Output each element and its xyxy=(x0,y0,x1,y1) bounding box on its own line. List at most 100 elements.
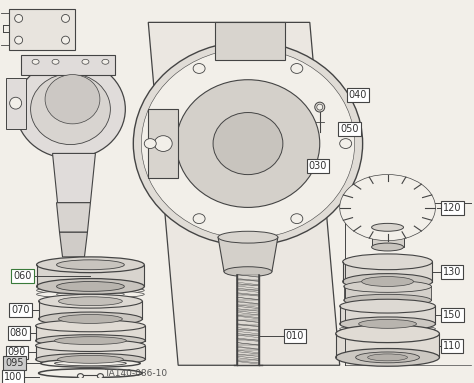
Ellipse shape xyxy=(38,294,142,308)
Ellipse shape xyxy=(98,374,103,378)
Polygon shape xyxy=(21,55,115,75)
Ellipse shape xyxy=(9,97,22,109)
Ellipse shape xyxy=(340,317,436,331)
Text: 080: 080 xyxy=(9,328,28,338)
Text: 060: 060 xyxy=(13,271,32,281)
Ellipse shape xyxy=(193,214,205,224)
Ellipse shape xyxy=(32,59,39,64)
Bar xyxy=(237,275,259,365)
Ellipse shape xyxy=(56,282,124,291)
Bar xyxy=(340,306,436,324)
Ellipse shape xyxy=(368,354,408,361)
Polygon shape xyxy=(6,77,26,129)
Polygon shape xyxy=(53,154,95,203)
Bar xyxy=(36,265,144,286)
Ellipse shape xyxy=(36,340,145,352)
Ellipse shape xyxy=(56,260,124,270)
Polygon shape xyxy=(60,232,87,257)
Ellipse shape xyxy=(340,325,436,333)
Ellipse shape xyxy=(317,104,323,110)
Ellipse shape xyxy=(102,59,109,64)
Polygon shape xyxy=(148,109,178,178)
Text: 010: 010 xyxy=(286,331,304,341)
Ellipse shape xyxy=(56,292,124,297)
Polygon shape xyxy=(148,22,340,365)
Ellipse shape xyxy=(52,59,59,64)
Ellipse shape xyxy=(141,49,355,239)
Bar xyxy=(343,262,432,282)
Ellipse shape xyxy=(336,349,439,366)
Bar xyxy=(36,326,145,340)
Bar xyxy=(36,345,145,359)
Text: TA140-086-10: TA140-086-10 xyxy=(104,369,167,378)
Polygon shape xyxy=(215,22,285,60)
Ellipse shape xyxy=(224,267,272,277)
Text: 030: 030 xyxy=(309,161,327,171)
Ellipse shape xyxy=(343,273,432,290)
Ellipse shape xyxy=(213,113,283,175)
Text: 120: 120 xyxy=(443,203,462,213)
Ellipse shape xyxy=(350,182,426,234)
Ellipse shape xyxy=(41,359,140,367)
Ellipse shape xyxy=(315,102,325,112)
Ellipse shape xyxy=(38,312,142,326)
Ellipse shape xyxy=(58,314,122,323)
Ellipse shape xyxy=(291,214,303,224)
Ellipse shape xyxy=(36,335,145,347)
Polygon shape xyxy=(9,8,75,50)
Ellipse shape xyxy=(176,80,320,208)
Ellipse shape xyxy=(82,59,89,64)
Ellipse shape xyxy=(55,361,127,366)
Text: 090: 090 xyxy=(8,347,26,357)
Ellipse shape xyxy=(31,74,110,144)
Ellipse shape xyxy=(56,288,124,293)
Text: 100: 100 xyxy=(3,372,22,382)
Ellipse shape xyxy=(36,278,144,294)
Ellipse shape xyxy=(340,139,352,149)
Text: 130: 130 xyxy=(443,267,462,277)
Ellipse shape xyxy=(344,280,431,292)
Ellipse shape xyxy=(291,64,303,74)
Ellipse shape xyxy=(36,257,144,273)
Ellipse shape xyxy=(36,320,145,332)
Polygon shape xyxy=(372,228,403,247)
Ellipse shape xyxy=(15,36,23,44)
Ellipse shape xyxy=(356,352,419,363)
Text: 070: 070 xyxy=(11,305,30,315)
Ellipse shape xyxy=(45,75,100,124)
Ellipse shape xyxy=(55,337,127,345)
Ellipse shape xyxy=(375,199,400,216)
Ellipse shape xyxy=(144,139,156,149)
Ellipse shape xyxy=(38,369,142,378)
Ellipse shape xyxy=(343,254,432,270)
Ellipse shape xyxy=(362,277,413,286)
Ellipse shape xyxy=(57,355,123,363)
Ellipse shape xyxy=(359,319,417,328)
Polygon shape xyxy=(56,203,91,232)
Text: 150: 150 xyxy=(443,310,462,320)
Ellipse shape xyxy=(336,325,439,343)
Ellipse shape xyxy=(62,15,70,22)
Ellipse shape xyxy=(372,243,403,251)
Ellipse shape xyxy=(340,299,436,313)
Bar xyxy=(81,375,100,383)
Ellipse shape xyxy=(340,175,436,241)
Ellipse shape xyxy=(372,223,403,231)
Bar xyxy=(38,301,142,319)
Bar xyxy=(344,286,431,300)
Ellipse shape xyxy=(133,42,363,246)
Ellipse shape xyxy=(36,286,144,294)
Ellipse shape xyxy=(16,60,125,158)
Ellipse shape xyxy=(36,290,144,298)
Ellipse shape xyxy=(218,231,278,243)
Text: 050: 050 xyxy=(340,124,359,134)
Ellipse shape xyxy=(154,136,172,151)
Text: 040: 040 xyxy=(348,90,367,100)
Ellipse shape xyxy=(344,294,431,306)
Ellipse shape xyxy=(359,326,417,331)
Ellipse shape xyxy=(193,64,205,74)
Text: 110: 110 xyxy=(443,340,462,350)
Ellipse shape xyxy=(62,36,70,44)
Bar xyxy=(336,334,439,357)
Ellipse shape xyxy=(58,297,122,306)
